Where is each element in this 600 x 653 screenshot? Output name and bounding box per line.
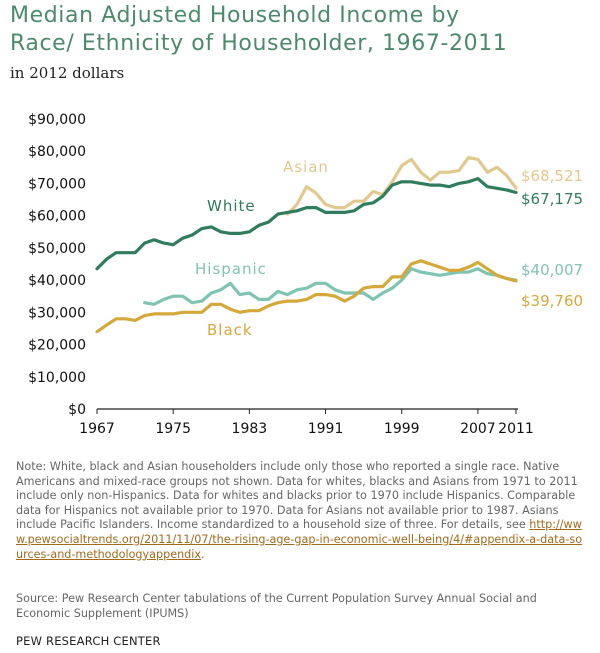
footer-brand: PEW RESEARCH CENTER xyxy=(16,634,161,648)
series-line-hispanic xyxy=(143,267,518,306)
y-tick-label: $60,000 xyxy=(28,209,86,225)
y-tick-label: $80,000 xyxy=(28,144,86,160)
x-tick-label: 1983 xyxy=(232,421,268,437)
series-line-white xyxy=(95,177,518,271)
x-tick-label: 1999 xyxy=(384,421,420,437)
chart-title: Median Adjusted Household Income by Race… xyxy=(10,2,590,58)
x-tick-label: 1991 xyxy=(308,421,344,437)
x-tick-label: 2011 xyxy=(498,421,534,437)
note-end: . xyxy=(201,547,205,561)
end-value-black: $39,760 xyxy=(521,292,583,310)
y-tick-label: $70,000 xyxy=(28,176,86,192)
methodology-link[interactable]: http://www.pewsocialtrends.org/2011/11/0… xyxy=(16,518,583,561)
y-tick-label: $10,000 xyxy=(28,370,86,386)
end-value-hispanic: $40,007 xyxy=(521,261,583,279)
income-line-chart: $0 $10,000 $20,000 $30,000 $40,000 $50,000 $60… xyxy=(28,112,583,437)
x-tick-label: 1967 xyxy=(79,421,115,437)
series-label-hispanic: Hispanic xyxy=(195,260,267,278)
note-text: Note: White, black and Asian householder… xyxy=(16,460,578,532)
y-tick-label: $20,000 xyxy=(28,338,86,354)
y-tick-label: $30,000 xyxy=(28,305,86,321)
chart-subtitle: in 2012 dollars xyxy=(10,64,125,82)
chart-series xyxy=(95,156,518,334)
series-line-asian xyxy=(285,156,518,216)
series-label-white: White xyxy=(207,197,256,215)
y-tick-label: $0 xyxy=(68,402,86,418)
series-label-black: Black xyxy=(207,321,253,339)
source-note: Source: Pew Research Center tabulations … xyxy=(16,592,537,620)
end-value-white: $67,175 xyxy=(521,190,583,208)
x-tick-label: 1975 xyxy=(155,421,191,437)
series-label-asian: Asian xyxy=(283,158,329,176)
chart-title-line-2: Race/ Ethnicity of Householder, 1967-201… xyxy=(10,31,508,56)
chart-title-line-1: Median Adjusted Household Income by xyxy=(10,3,460,28)
chart-note: Note: White, black and Asian householder… xyxy=(16,460,588,562)
chart-axes: $0 $10,000 $20,000 $30,000 $40,000 $50,000 $60… xyxy=(28,112,534,437)
series-line-black xyxy=(95,259,518,334)
y-tick-label: $50,000 xyxy=(28,241,86,257)
chart-series-labels: Asian $68,521 White $67,175 Hispanic $40,007 B… xyxy=(195,158,583,339)
x-tick-label: 2007 xyxy=(460,421,496,437)
end-value-asian: $68,521 xyxy=(521,167,583,185)
y-tick-label: $90,000 xyxy=(28,112,86,128)
y-tick-label: $40,000 xyxy=(28,273,86,289)
